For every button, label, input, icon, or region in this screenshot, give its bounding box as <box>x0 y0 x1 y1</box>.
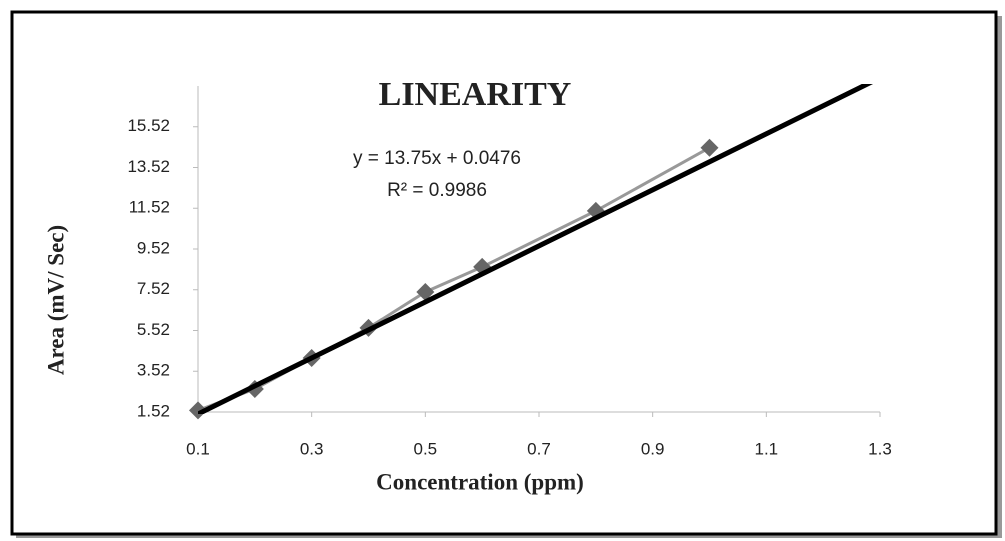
x-tick-label: 0.3 <box>300 439 324 458</box>
x-tick-label: 0.5 <box>414 439 438 458</box>
y-axis-label: Area (mV/ Sec) <box>43 225 68 375</box>
y-tick-label: 9.52 <box>137 238 170 257</box>
x-tick-label: 1.1 <box>755 439 779 458</box>
x-tick-label: 0.9 <box>641 439 665 458</box>
y-tick-label: 13.52 <box>127 157 170 176</box>
y-tick-label: 15.52 <box>127 116 170 135</box>
x-axis-label: Concentration (ppm) <box>376 469 584 494</box>
y-tick-label: 3.52 <box>137 361 170 380</box>
y-tick-label: 5.52 <box>137 320 170 339</box>
y-tick-label: 7.52 <box>137 279 170 298</box>
data-point <box>700 138 719 157</box>
data-point <box>189 401 207 420</box>
data-point <box>416 282 435 301</box>
r-squared: R² = 0.9986 <box>387 180 487 201</box>
x-tick-label: 0.7 <box>527 439 551 458</box>
x-tick-label: 0.1 <box>186 439 210 458</box>
data-point <box>245 379 264 398</box>
chart-title: LINEARITY <box>379 76 572 113</box>
y-tick-label: 11.52 <box>129 198 170 217</box>
x-tick-label: 1.3 <box>868 439 892 458</box>
trendline-equation: y = 13.75x + 0.0476 <box>353 148 521 169</box>
y-tick-label: 1.52 <box>137 401 170 420</box>
trendline <box>198 84 874 414</box>
